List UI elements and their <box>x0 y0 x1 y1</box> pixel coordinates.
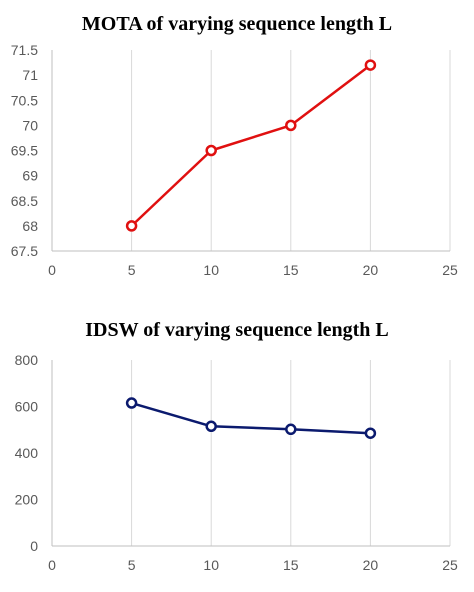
y-tick-label: 0 <box>30 538 38 554</box>
x-tick-label: 25 <box>442 262 458 278</box>
data-point <box>364 427 377 439</box>
series-line <box>130 64 372 227</box>
y-tick-label: 70.5 <box>11 92 38 108</box>
x-tick-label: 15 <box>283 557 299 573</box>
data-point <box>364 59 377 71</box>
data-point <box>125 397 138 409</box>
x-tick-label: 20 <box>363 262 379 278</box>
data-point <box>205 144 217 157</box>
y-tick-label: 68.5 <box>11 193 38 209</box>
y-tick-label: 71.5 <box>11 42 38 58</box>
x-tick-label: 0 <box>48 262 56 278</box>
idsw-chart: IDSW of varying sequence length L 020040… <box>15 319 458 573</box>
x-tick-label: 0 <box>48 557 56 573</box>
y-tick-label: 200 <box>15 492 39 508</box>
y-tick-label: 70 <box>22 117 38 133</box>
x-tick-label: 25 <box>442 557 458 573</box>
data-point <box>285 119 297 132</box>
y-tick-label: 800 <box>15 352 39 368</box>
data-point <box>125 220 138 232</box>
chart-title: MOTA of varying sequence length L <box>82 13 392 35</box>
x-tick-label: 20 <box>363 557 379 573</box>
mota-chart: MOTA of varying sequence length L 67.5 68… <box>11 13 458 278</box>
series-line <box>131 401 371 435</box>
y-tick-label: 68 <box>22 218 38 234</box>
x-tick-label: 5 <box>128 557 136 573</box>
chart-title: IDSW of varying sequence length L <box>85 319 389 341</box>
data-point <box>285 423 297 436</box>
y-tick-label: 69.5 <box>11 143 38 159</box>
y-tick-label: 400 <box>15 445 39 461</box>
x-tick-label: 10 <box>203 262 219 278</box>
data-point <box>205 420 217 433</box>
x-tick-label: 15 <box>283 262 299 278</box>
x-tick-label: 10 <box>203 557 219 573</box>
y-tick-label: 600 <box>15 399 39 415</box>
y-tick-label: 69 <box>22 168 38 184</box>
y-tick-label: 67.5 <box>11 243 38 259</box>
x-tick-label: 5 <box>128 262 136 278</box>
y-tick-label: 71 <box>22 67 38 83</box>
